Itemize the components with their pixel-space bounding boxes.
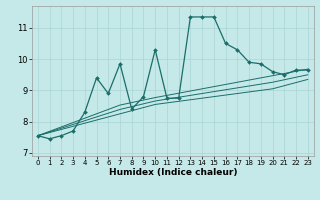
X-axis label: Humidex (Indice chaleur): Humidex (Indice chaleur) xyxy=(108,168,237,177)
